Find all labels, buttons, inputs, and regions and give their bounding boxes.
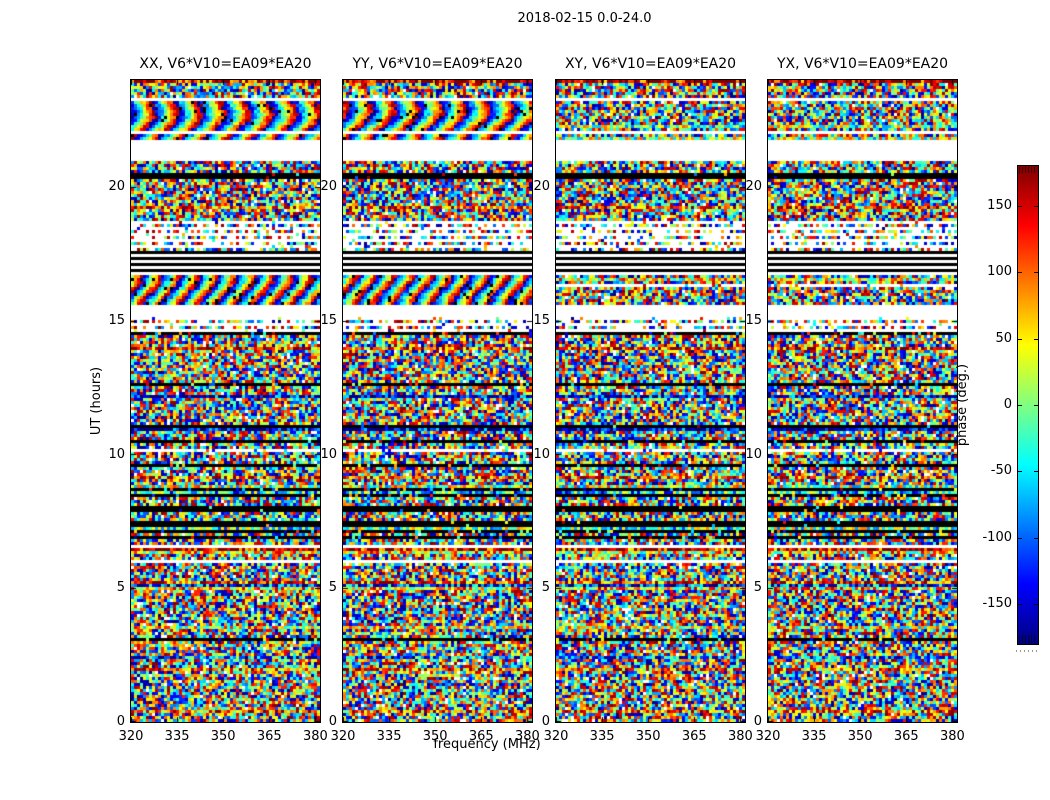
x-tick-label: 365 bbox=[468, 729, 494, 744]
x-tick-label: 380 bbox=[514, 729, 540, 744]
phase-heatmap-canvas-xx bbox=[131, 80, 320, 722]
x-tick-label: 350 bbox=[422, 729, 448, 744]
colorbar-tick-mark bbox=[1034, 538, 1038, 539]
y-tick-label: 0 bbox=[116, 714, 125, 729]
y-tick-label: 15 bbox=[745, 312, 762, 328]
colorbar-tick-label: 100 bbox=[987, 264, 1012, 280]
x-tick-label: 350 bbox=[210, 729, 236, 744]
panel-title-yy: YY, V6*V10=EA09*EA20 bbox=[352, 56, 523, 72]
colorbar-tick-label: 150 bbox=[987, 197, 1012, 213]
colorbar-tick-mark bbox=[1018, 206, 1022, 207]
y-tick-label: 20 bbox=[108, 179, 125, 194]
colorbar-tick-mark bbox=[1018, 272, 1022, 273]
colorbar-tick-mark bbox=[1034, 272, 1038, 273]
y-tick-label: 5 bbox=[753, 580, 762, 596]
y-tick-label: 15 bbox=[533, 312, 550, 328]
y-tick-label: 15 bbox=[108, 312, 125, 328]
phase-heatmap-canvas-yy bbox=[343, 80, 532, 722]
y-tick-label: 10 bbox=[108, 446, 125, 462]
y-tick-label: 0 bbox=[541, 714, 550, 729]
heatmap-panel-yx bbox=[767, 79, 958, 723]
y-tick-label: 10 bbox=[320, 446, 337, 462]
y-tick-label: 10 bbox=[533, 446, 550, 462]
colorbar-tick-mark bbox=[1034, 471, 1038, 472]
y-tick-label: 20 bbox=[745, 179, 762, 194]
colorbar-tick-mark bbox=[1018, 604, 1022, 605]
colorbar-tick-label: -100 bbox=[982, 529, 1012, 545]
x-tick-label: 380 bbox=[727, 729, 753, 744]
y-tick-label: 0 bbox=[328, 714, 337, 729]
x-tick-label: 365 bbox=[256, 729, 282, 744]
colorbar-tick-mark bbox=[1018, 538, 1022, 539]
heatmap-panel-yy bbox=[342, 79, 533, 723]
colorbar bbox=[1017, 165, 1039, 645]
phase-heatmap-canvas-yx bbox=[768, 80, 957, 722]
colorbar-label: phase (deg.) bbox=[955, 363, 970, 447]
colorbar-tick-mark bbox=[1034, 405, 1038, 406]
colorbar-tick-mark bbox=[1018, 339, 1022, 340]
x-tick-label: 365 bbox=[893, 729, 919, 744]
x-tick-label: 335 bbox=[164, 729, 190, 744]
x-axis-label: frequency (MHz) bbox=[433, 737, 541, 752]
colorbar-top-hatch bbox=[1019, 167, 1035, 173]
x-tick-label: 320 bbox=[543, 729, 569, 744]
y-tick-label: 5 bbox=[541, 580, 550, 596]
y-tick-label: 10 bbox=[745, 446, 762, 462]
x-tick-label: 335 bbox=[801, 729, 827, 744]
y-tick-label: 5 bbox=[328, 580, 337, 596]
x-tick-label: 365 bbox=[681, 729, 707, 744]
colorbar-tick-label: 50 bbox=[995, 330, 1012, 346]
colorbar-under-dots bbox=[1016, 650, 1040, 652]
x-tick-label: 320 bbox=[118, 729, 144, 744]
y-tick-label: 20 bbox=[533, 179, 550, 194]
colorbar-tick-mark bbox=[1034, 604, 1038, 605]
x-tick-label: 335 bbox=[589, 729, 615, 744]
figure-title: 2018-02-15 0.0-24.0 bbox=[517, 11, 652, 26]
y-tick-label: 15 bbox=[320, 312, 337, 328]
colorbar-tick-mark bbox=[1018, 471, 1022, 472]
panel-title-yx: YX, V6*V10=EA09*EA20 bbox=[776, 56, 949, 72]
heatmap-panel-xx bbox=[130, 79, 321, 723]
colorbar-tick-label: -150 bbox=[982, 596, 1012, 612]
panel-title-xy: XY, V6*V10=EA09*EA20 bbox=[564, 56, 737, 72]
colorbar-tick-label: -50 bbox=[990, 463, 1012, 479]
colorbar-tick-mark bbox=[1034, 339, 1038, 340]
y-tick-label: 20 bbox=[320, 179, 337, 194]
x-tick-label: 380 bbox=[939, 729, 965, 744]
y-tick-label: 5 bbox=[116, 580, 125, 596]
colorbar-tick-mark bbox=[1034, 206, 1038, 207]
phase-heatmap-canvas-xy bbox=[556, 80, 745, 722]
colorbar-tick-mark bbox=[1018, 405, 1022, 406]
y-tick-label: 0 bbox=[753, 714, 762, 729]
colorbar-bottom-hatch bbox=[1019, 635, 1035, 643]
x-tick-label: 350 bbox=[847, 729, 873, 744]
heatmap-panel-xy bbox=[555, 79, 746, 723]
x-tick-label: 320 bbox=[755, 729, 781, 744]
x-tick-label: 380 bbox=[302, 729, 328, 744]
panel-title-xx: XX, V6*V10=EA09*EA20 bbox=[139, 56, 312, 72]
x-tick-label: 350 bbox=[635, 729, 661, 744]
x-tick-label: 320 bbox=[330, 729, 356, 744]
colorbar-gradient bbox=[1018, 166, 1038, 644]
x-tick-label: 335 bbox=[376, 729, 402, 744]
colorbar-tick-label: 0 bbox=[1003, 397, 1012, 412]
